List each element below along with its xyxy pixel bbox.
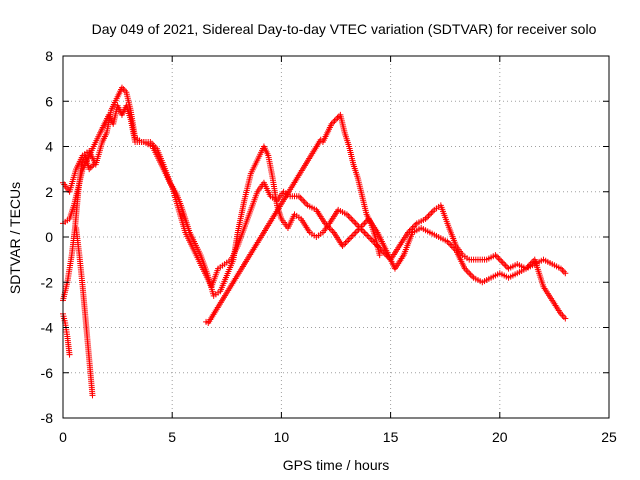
data-point — [297, 194, 304, 201]
data-point — [317, 136, 324, 143]
data-point — [445, 240, 452, 247]
data-point — [562, 315, 569, 322]
data-point — [90, 161, 97, 168]
data-point — [464, 268, 471, 275]
x-axis-label: GPS time / hours — [283, 457, 390, 473]
data-point — [560, 268, 567, 275]
data-point — [466, 270, 473, 277]
x-tick-label: 0 — [59, 429, 67, 445]
y-tick-label: 2 — [45, 184, 53, 200]
y-tick-label: 8 — [45, 48, 53, 64]
data-point — [351, 230, 358, 237]
chart-title: Day 049 of 2021, Sidereal Day-to-day VTE… — [92, 21, 597, 37]
data-point — [501, 261, 508, 268]
y-tick-label: -2 — [41, 274, 54, 290]
data-point — [346, 214, 353, 221]
data-point — [428, 209, 435, 216]
y-tick-label: -6 — [41, 365, 54, 381]
data-point — [426, 211, 433, 218]
data-point — [331, 117, 338, 124]
data-point — [66, 351, 73, 358]
data-point — [348, 234, 355, 240]
data-point — [352, 229, 359, 236]
data-point — [301, 199, 308, 206]
y-tick-label: -4 — [41, 320, 54, 336]
data-point — [358, 223, 365, 230]
data-point — [560, 313, 567, 320]
y-tick-label: 6 — [45, 93, 53, 109]
y-tick-label: 0 — [45, 229, 53, 245]
x-tick-label: 20 — [492, 429, 508, 445]
x-tick-label: 15 — [383, 429, 399, 445]
data-point — [424, 214, 430, 221]
data-point — [361, 229, 368, 236]
y-axis-label: SDTVAR / TECUs — [7, 182, 23, 294]
data-point — [362, 230, 369, 237]
data-point — [89, 163, 96, 170]
data-point — [303, 200, 310, 207]
data-point — [493, 253, 500, 260]
data-point — [343, 238, 350, 245]
y-tick-label: -8 — [41, 410, 54, 426]
data-point — [368, 237, 375, 244]
data-point — [376, 252, 383, 259]
data-point — [361, 220, 368, 227]
data-point — [559, 267, 566, 274]
data-point — [348, 215, 355, 222]
data-point — [367, 235, 374, 242]
x-tick-label: 25 — [601, 429, 617, 445]
data-point — [89, 392, 96, 399]
data-point — [429, 208, 436, 215]
data-point — [357, 224, 364, 231]
data-point — [345, 212, 352, 219]
data-point — [349, 217, 356, 224]
data-point — [467, 271, 474, 278]
data-point — [342, 240, 349, 247]
data-point — [425, 212, 432, 219]
x-tick-label: 5 — [168, 429, 176, 445]
data-point — [359, 227, 366, 234]
data-point — [354, 227, 361, 234]
x-axis-ticks: 0 5 10 15 20 25 — [59, 56, 617, 445]
data-point — [346, 235, 353, 242]
data-point — [334, 114, 341, 121]
y-axis-ticks: -8 -6 -4 -2 0 2 4 6 8 — [41, 48, 609, 426]
data-point — [410, 223, 417, 230]
data-point — [351, 218, 358, 225]
data-point — [359, 221, 366, 228]
data-point — [352, 220, 359, 227]
data-point — [326, 224, 333, 231]
data-point — [349, 232, 356, 239]
data-point — [562, 270, 569, 277]
data-point — [412, 221, 419, 228]
data-point — [496, 256, 503, 263]
data-point — [345, 237, 352, 244]
data-point — [364, 232, 371, 239]
data-point — [365, 234, 372, 240]
data-point — [300, 197, 307, 204]
y-tick-label: 4 — [45, 139, 53, 155]
x-tick-label: 10 — [274, 429, 290, 445]
data-point — [499, 259, 506, 266]
data-point — [354, 221, 361, 228]
data-points — [60, 84, 569, 399]
data-point — [355, 226, 362, 233]
data-point — [469, 273, 476, 280]
data-point — [498, 258, 505, 265]
data-point — [298, 196, 305, 203]
data-point — [528, 259, 535, 266]
